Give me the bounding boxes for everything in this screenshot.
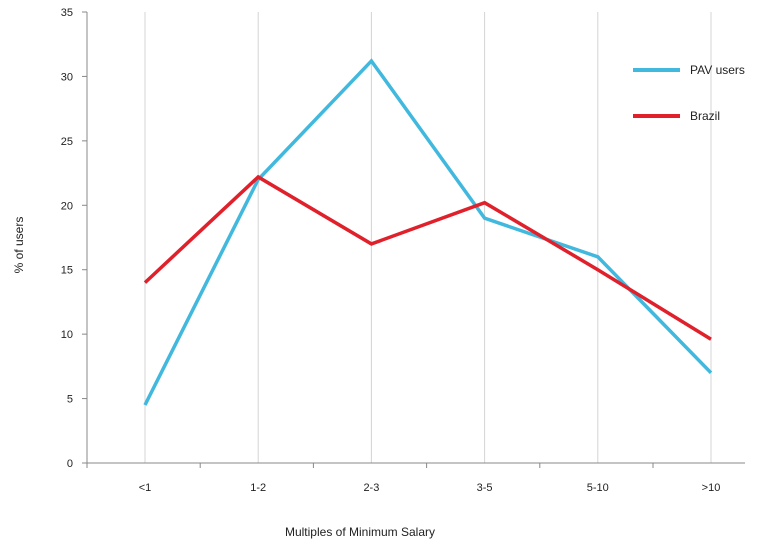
axes (86, 12, 745, 464)
y-tick-label: 20 (61, 200, 73, 212)
x-tick-label: 2-3 (363, 482, 379, 494)
y-axis-ticks: 0 5 10 15 20 25 30 35 (61, 7, 87, 470)
x-axis-title: Multiples of Minimum Salary (285, 525, 435, 539)
x-axis-ticks: <1 1-2 2-3 3-5 5-10 >10 (86, 463, 721, 494)
x-tick-label: 5-10 (587, 482, 609, 494)
x-tick-label: <1 (139, 482, 152, 494)
y-tick-label: 30 (61, 71, 73, 83)
x-tick-label: 3-5 (477, 482, 493, 494)
y-tick-label: 35 (61, 7, 73, 19)
legend-label: Brazil (690, 109, 720, 123)
y-tick-label: 5 (67, 394, 73, 406)
series-line (143, 58, 713, 406)
y-tick-label: 0 (67, 458, 73, 470)
legend: PAV users Brazil (633, 63, 745, 123)
y-tick-label: 15 (61, 265, 73, 277)
y-axis-title: % of users (12, 217, 26, 274)
vertical-gridlines (144, 12, 712, 463)
series-lines (143, 58, 713, 406)
x-tick-label: 1-2 (250, 482, 266, 494)
y-tick-label: 10 (61, 329, 73, 341)
series-line (143, 174, 712, 341)
x-tick-label: >10 (702, 482, 721, 494)
y-tick-label: 25 (61, 136, 73, 148)
legend-label: PAV users (690, 63, 745, 77)
